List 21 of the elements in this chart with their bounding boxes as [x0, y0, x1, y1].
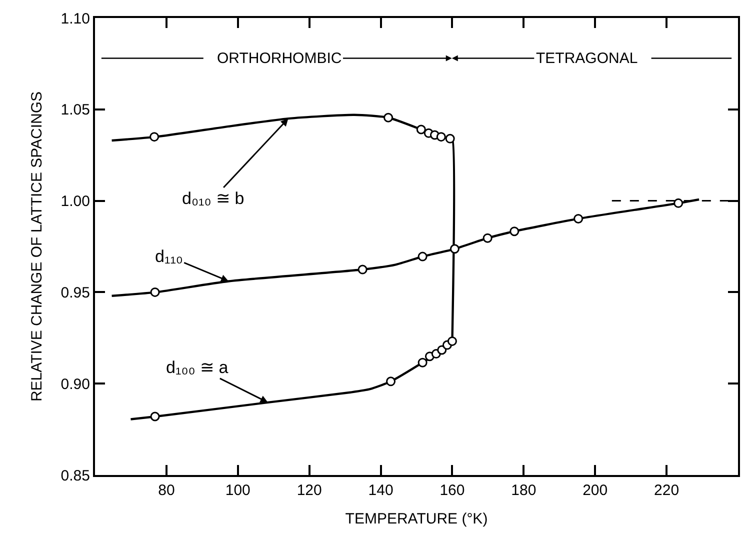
x-tick-label: 120 [296, 482, 322, 499]
x-tick-label: 200 [582, 482, 608, 499]
y-tick-label: 1.05 [60, 102, 90, 119]
y-axis-title: RELATIVE CHANGE OF LATTICE SPACINGS [28, 91, 46, 402]
x-tick-label: 160 [440, 482, 465, 499]
y-tick-label: 0.90 [60, 376, 90, 393]
y-tick-label: 1.00 [60, 193, 90, 210]
y-tick-label: 0.95 [60, 284, 90, 302]
annotation: ORTHORHOMBIC [217, 50, 342, 67]
x-tick-label: 80 [158, 482, 175, 499]
x-tick-label: 220 [654, 482, 680, 499]
y-tick-label: 1.10 [60, 10, 90, 28]
x-axis-title: TEMPERATURE (°K) [345, 510, 488, 528]
x-tick-label: 100 [225, 482, 250, 499]
x-tick-label: 180 [511, 482, 536, 499]
annotation: d₁₁₀ [155, 247, 183, 266]
annotation: TETRAGONAL [536, 50, 638, 67]
annotation: d₀₁₀ ≅ b [182, 189, 244, 208]
x-tick-label: 140 [368, 482, 394, 499]
annotation: d₁₀₀ ≅ a [166, 358, 229, 377]
y-tick-label: 0.85 [60, 467, 90, 484]
